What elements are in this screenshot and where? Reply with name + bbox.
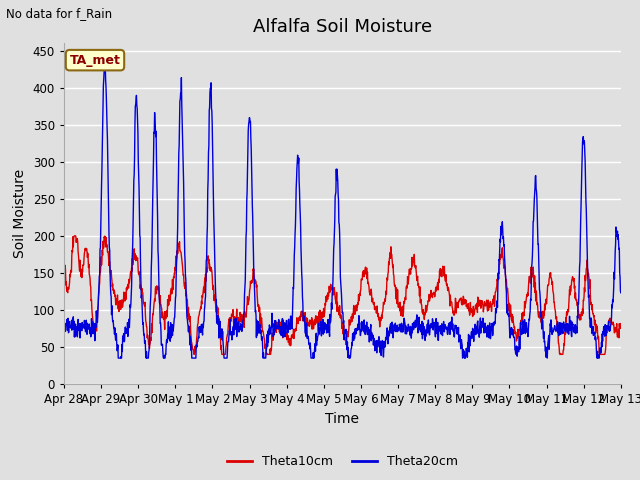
Text: No data for f_Rain: No data for f_Rain: [6, 7, 113, 20]
Legend: Theta10cm, Theta20cm: Theta10cm, Theta20cm: [222, 450, 463, 473]
X-axis label: Time: Time: [325, 411, 360, 426]
Title: Alfalfa Soil Moisture: Alfalfa Soil Moisture: [253, 18, 432, 36]
Y-axis label: Soil Moisture: Soil Moisture: [13, 169, 27, 258]
Text: TA_met: TA_met: [70, 54, 120, 67]
